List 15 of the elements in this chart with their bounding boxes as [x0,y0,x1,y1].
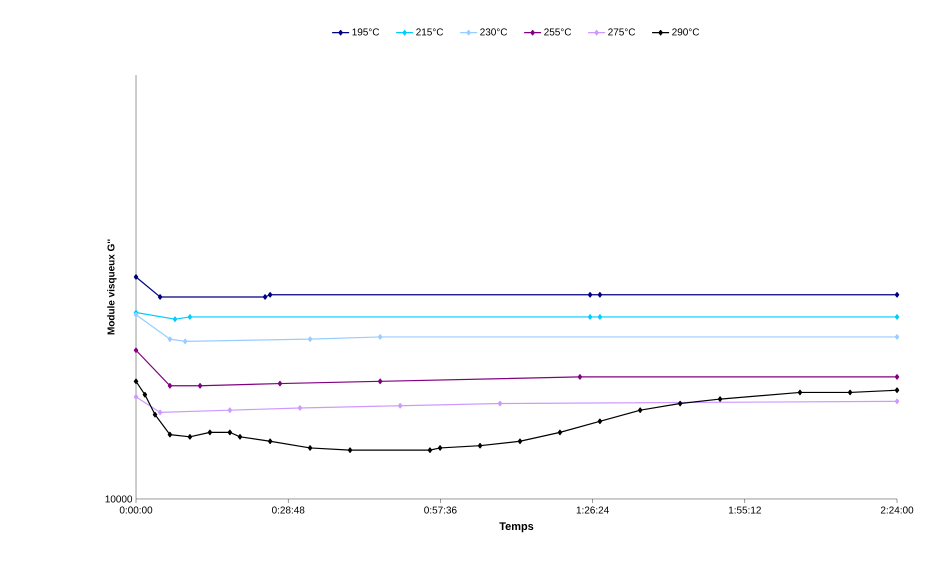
x-axis-title: Temps [499,522,534,532]
legend-label: 275°C [608,28,636,36]
x-tick-label: 0:00:00 [120,506,152,514]
legend-label: 230°C [480,28,508,36]
legend-label: 215°C [416,28,444,36]
x-tick-label: 1:26:24 [576,506,609,514]
legend-label: 255°C [544,28,572,36]
x-tick-label: 0:28:48 [272,506,304,514]
text: 10000 [106,495,132,503]
x-tick-label: 0:57:36 [424,506,457,514]
legend-label: 290°C [672,28,700,36]
legend-label: 195°C [352,28,380,36]
y-axis-title: Module visqueux G'' [107,239,116,334]
x-tick-label: 2:24:00 [880,506,914,514]
x-tick-label: 1:55:12 [728,506,761,514]
